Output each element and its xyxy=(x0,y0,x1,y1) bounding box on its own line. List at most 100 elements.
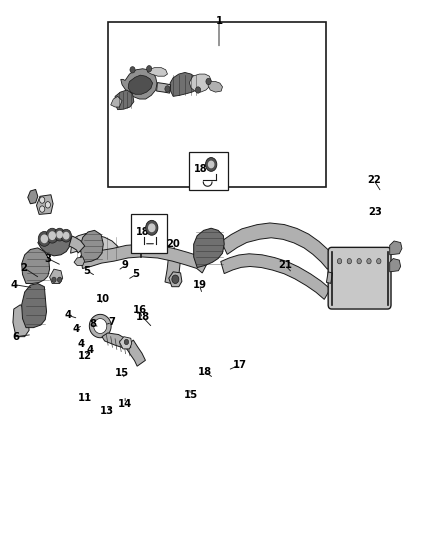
Text: 15: 15 xyxy=(184,390,198,400)
Circle shape xyxy=(45,201,50,208)
Text: 9: 9 xyxy=(122,261,129,270)
Polygon shape xyxy=(80,230,103,262)
Polygon shape xyxy=(390,259,401,272)
Text: 12: 12 xyxy=(78,351,92,361)
Polygon shape xyxy=(21,248,49,284)
Circle shape xyxy=(337,259,342,264)
Text: 23: 23 xyxy=(368,207,382,217)
Polygon shape xyxy=(102,333,131,349)
Circle shape xyxy=(57,277,62,282)
Circle shape xyxy=(149,224,155,231)
Text: 10: 10 xyxy=(96,294,110,304)
Text: 5: 5 xyxy=(84,266,91,276)
Polygon shape xyxy=(74,257,85,265)
Circle shape xyxy=(124,340,129,345)
Polygon shape xyxy=(89,314,111,338)
Polygon shape xyxy=(120,337,132,349)
FancyBboxPatch shape xyxy=(328,247,391,309)
Circle shape xyxy=(357,259,361,264)
Circle shape xyxy=(49,232,55,239)
Text: 22: 22 xyxy=(367,175,381,185)
Text: 18: 18 xyxy=(198,367,212,377)
Text: 2: 2 xyxy=(20,263,27,272)
Polygon shape xyxy=(49,269,63,284)
Circle shape xyxy=(367,259,371,264)
Text: 18: 18 xyxy=(194,164,207,174)
Polygon shape xyxy=(157,83,171,93)
Text: 4: 4 xyxy=(65,310,72,320)
Circle shape xyxy=(165,86,170,92)
Circle shape xyxy=(195,87,201,93)
Bar xyxy=(108,22,326,187)
Polygon shape xyxy=(13,305,29,337)
Circle shape xyxy=(38,231,50,246)
Circle shape xyxy=(147,66,152,72)
Polygon shape xyxy=(170,72,198,96)
Text: 3: 3 xyxy=(44,254,51,263)
Bar xyxy=(189,152,228,190)
Text: 8: 8 xyxy=(90,319,97,329)
Circle shape xyxy=(205,158,217,172)
Text: 4: 4 xyxy=(72,324,79,334)
Polygon shape xyxy=(169,272,182,287)
Polygon shape xyxy=(94,319,107,334)
Circle shape xyxy=(52,277,56,282)
Text: 1: 1 xyxy=(215,16,223,26)
Circle shape xyxy=(39,206,45,212)
Polygon shape xyxy=(69,236,85,253)
Polygon shape xyxy=(115,90,134,110)
Polygon shape xyxy=(390,241,402,255)
Circle shape xyxy=(130,67,135,73)
Text: 18: 18 xyxy=(135,312,150,322)
Text: 21: 21 xyxy=(279,261,292,270)
Text: 7: 7 xyxy=(109,317,116,327)
Polygon shape xyxy=(326,272,332,284)
Text: 20: 20 xyxy=(166,239,180,249)
Circle shape xyxy=(377,259,381,264)
Circle shape xyxy=(208,161,214,168)
Text: 6: 6 xyxy=(12,332,19,342)
Polygon shape xyxy=(126,340,145,366)
Circle shape xyxy=(64,232,69,239)
Polygon shape xyxy=(71,233,121,260)
Circle shape xyxy=(61,229,71,242)
Text: 11: 11 xyxy=(78,393,92,403)
Polygon shape xyxy=(36,195,53,214)
Circle shape xyxy=(172,275,179,284)
Polygon shape xyxy=(121,69,157,99)
Text: 5: 5 xyxy=(133,270,140,279)
Circle shape xyxy=(39,197,45,203)
Text: 19: 19 xyxy=(192,280,206,290)
Text: 14: 14 xyxy=(118,399,132,409)
Circle shape xyxy=(54,228,65,241)
Polygon shape xyxy=(221,254,330,300)
Polygon shape xyxy=(189,74,211,92)
Text: 17: 17 xyxy=(233,360,247,370)
Text: 4: 4 xyxy=(77,338,84,349)
Polygon shape xyxy=(165,257,180,285)
Polygon shape xyxy=(128,75,152,94)
Polygon shape xyxy=(81,244,208,273)
Polygon shape xyxy=(208,82,223,92)
Text: 13: 13 xyxy=(99,406,113,416)
Circle shape xyxy=(57,231,62,238)
Polygon shape xyxy=(194,228,224,268)
Polygon shape xyxy=(221,223,336,269)
Circle shape xyxy=(46,228,58,243)
Polygon shape xyxy=(28,189,38,204)
Polygon shape xyxy=(148,68,167,76)
Polygon shape xyxy=(111,96,122,107)
Bar xyxy=(131,214,166,253)
Polygon shape xyxy=(38,233,71,256)
Text: 4: 4 xyxy=(87,345,94,356)
Circle shape xyxy=(347,259,352,264)
Circle shape xyxy=(146,220,158,235)
Circle shape xyxy=(206,78,211,85)
Polygon shape xyxy=(21,284,46,328)
Circle shape xyxy=(41,235,47,243)
Polygon shape xyxy=(182,144,193,164)
Text: 18: 18 xyxy=(136,227,150,237)
Text: 16: 16 xyxy=(132,305,147,315)
Text: 15: 15 xyxy=(115,368,129,378)
Text: 4: 4 xyxy=(10,280,18,289)
